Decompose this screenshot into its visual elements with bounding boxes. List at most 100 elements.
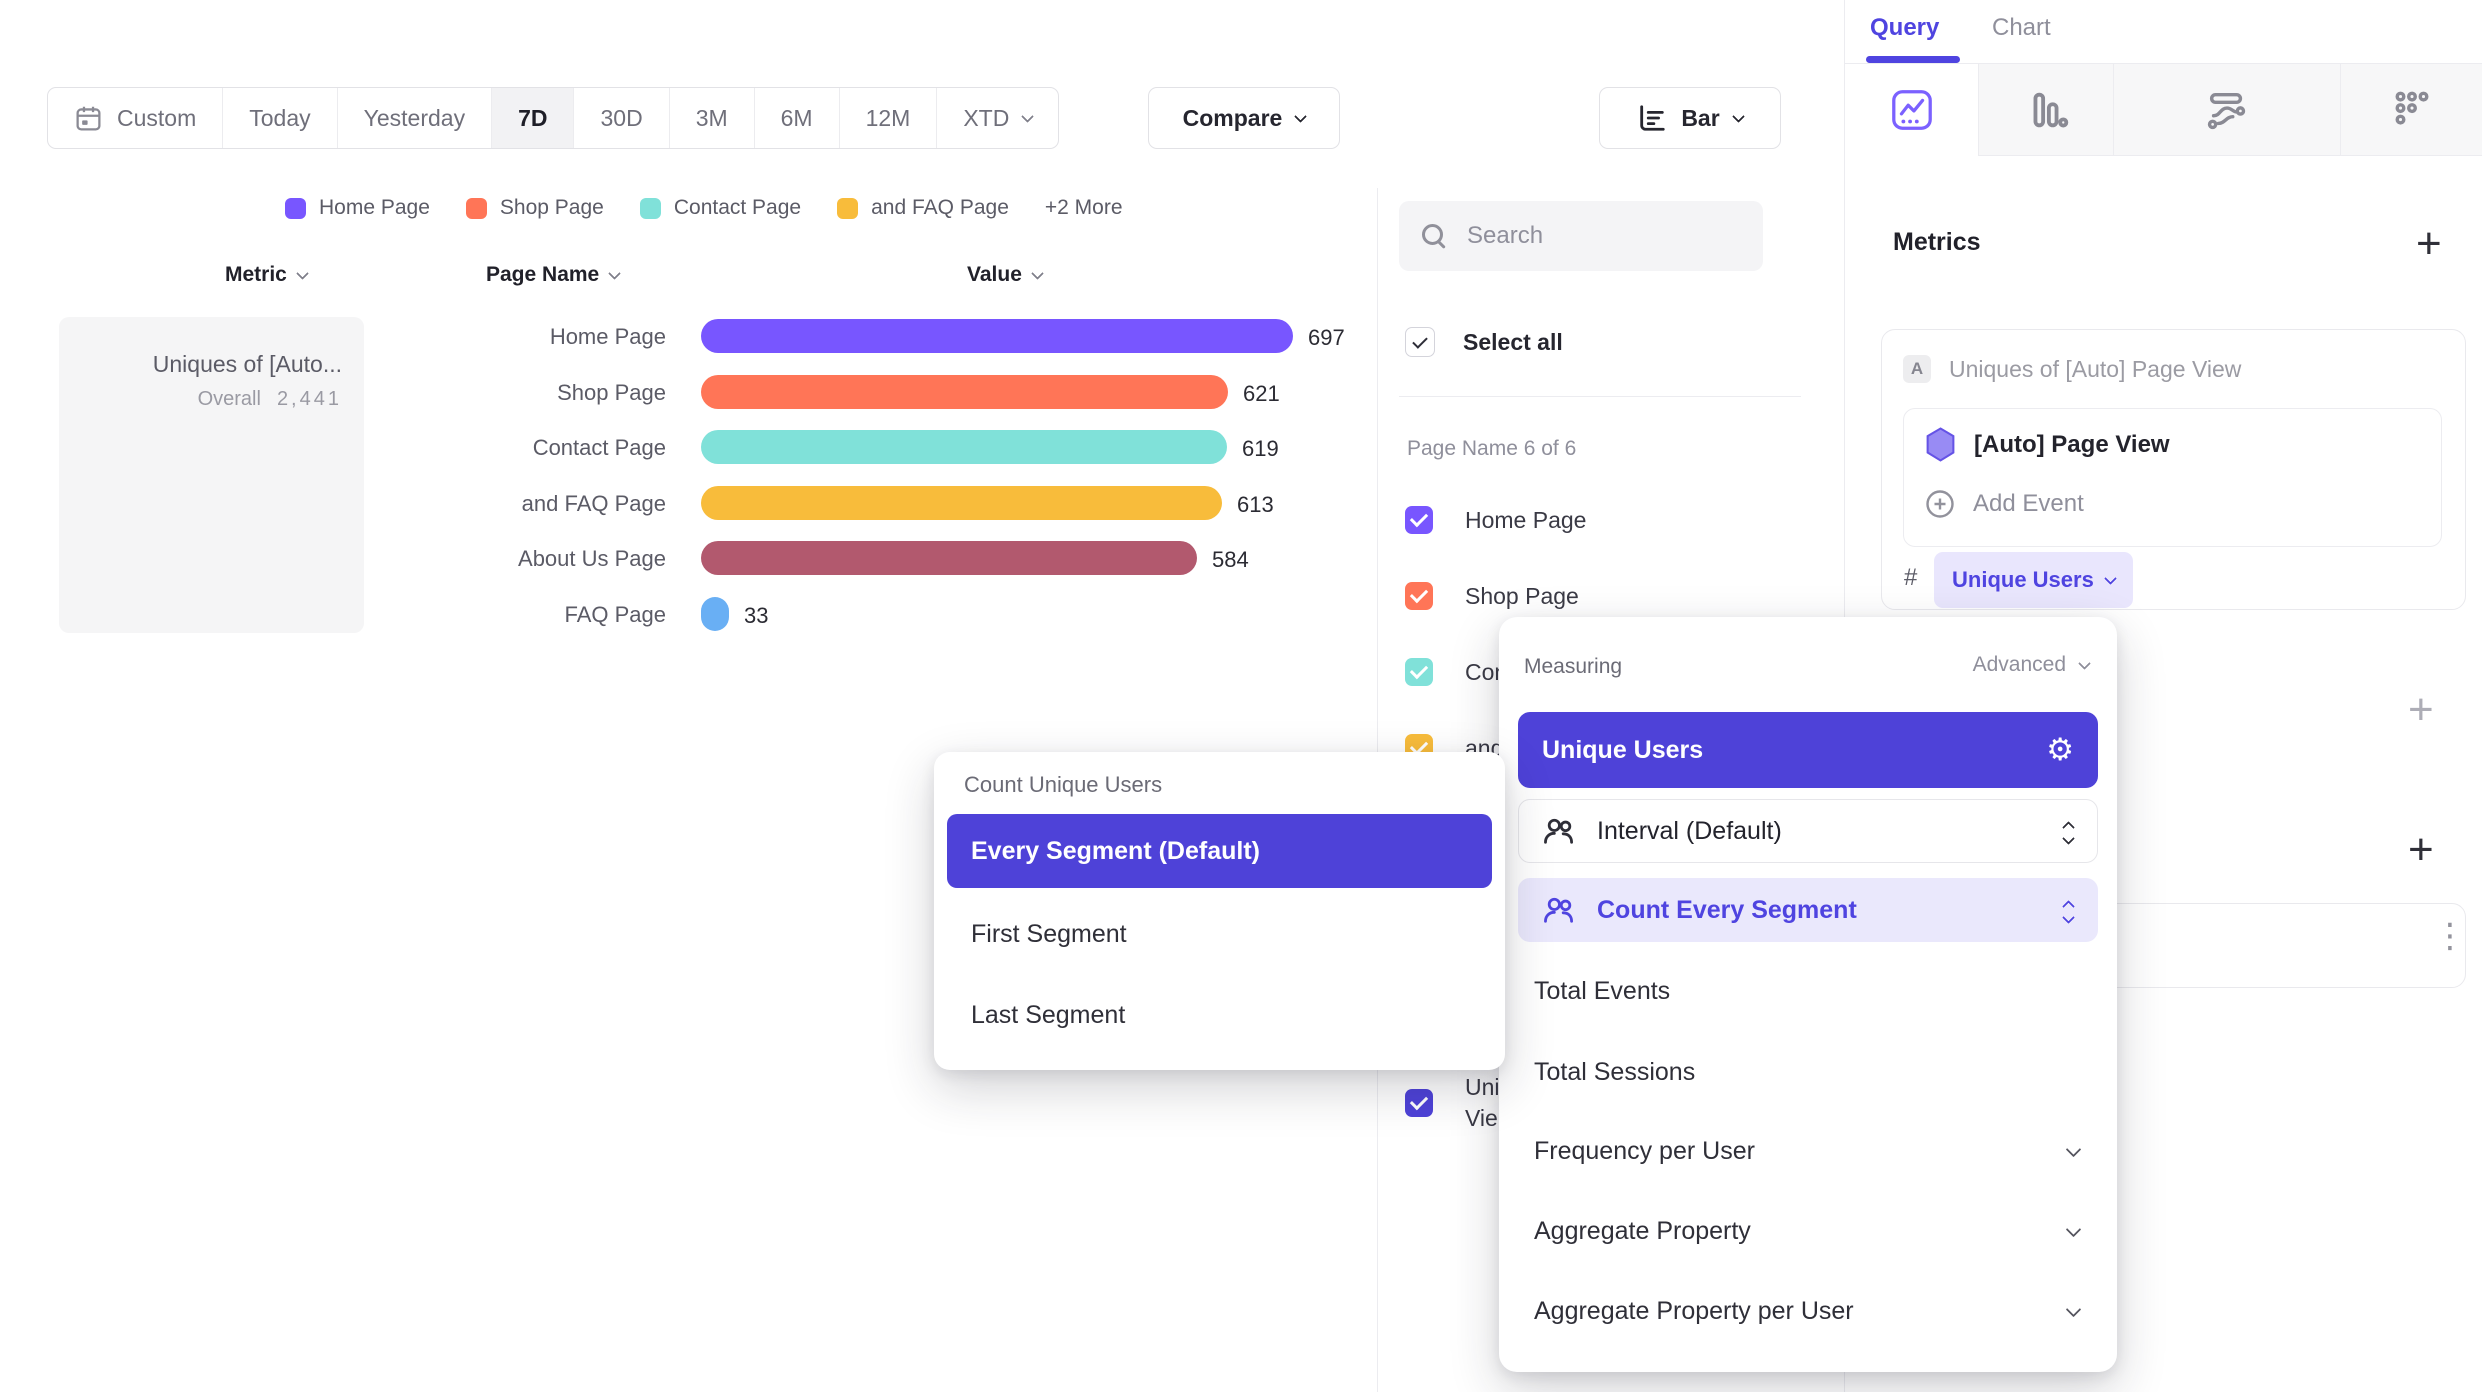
add-metric-button[interactable]: + <box>2416 219 2442 268</box>
chevron-down-icon <box>1021 109 1035 123</box>
metric-card-title: Uniques of [Auto] Page View <box>1949 355 2242 382</box>
measuring-option-interval[interactable]: Interval (Default) <box>1518 799 2098 863</box>
segment-label: Shop Page <box>1465 582 1579 609</box>
bar-value-label: 619 <box>1242 436 1279 461</box>
measuring-option-count-every-segment[interactable]: Count Every Segment <box>1518 878 2098 942</box>
date-range-7d[interactable]: 7D <box>491 88 574 148</box>
tab-chart[interactable]: Chart <box>1992 14 2051 41</box>
option-label: Every Segment (Default) <box>971 836 1260 865</box>
date-range-label: Yesterday <box>363 104 466 131</box>
chevron-down-icon <box>2065 1221 2082 1238</box>
segment-row-partial[interactable]: Uni Vie <box>1405 1072 1500 1134</box>
option-label: Interval (Default) <box>1597 816 1782 845</box>
bar-value-label: 613 <box>1237 492 1274 517</box>
segment-option-last-segment[interactable]: Last Segment <box>971 1001 1126 1029</box>
legend-more[interactable]: +2 More <box>1044 196 1123 219</box>
legend-item[interactable]: Contact Page <box>639 196 801 220</box>
report-tab-retention[interactable] <box>2340 64 2482 156</box>
bar[interactable] <box>701 541 1197 575</box>
users-icon <box>1544 818 1574 844</box>
menu-item-label: Aggregate Property <box>1534 1217 1751 1245</box>
segment-row-home-page[interactable]: Home Page <box>1405 506 1586 534</box>
stepper-icon[interactable] <box>2062 898 2075 924</box>
measuring-item-aggregate-property[interactable]: Aggregate Property <box>1534 1217 2082 1246</box>
legend-item[interactable]: and FAQ Page <box>837 196 1009 220</box>
report-tab-funnels[interactable] <box>1978 64 2113 156</box>
add-event-row[interactable]: Add Event <box>1925 489 2084 519</box>
advanced-dropdown[interactable]: Advanced <box>1972 653 2091 677</box>
add-breakdown-button[interactable]: + <box>2408 825 2434 874</box>
chevron-down-icon <box>2065 1141 2082 1158</box>
funnels-icon <box>2033 92 2069 127</box>
column-header-value[interactable]: Value <box>967 263 1044 287</box>
segment-checkbox[interactable] <box>1405 582 1433 610</box>
metric-overall: Overall 2,441 <box>69 388 342 411</box>
segment-popup-title: Count Unique Users <box>964 772 1163 797</box>
event-hexagon-icon <box>1926 427 1955 462</box>
measuring-item-total-sessions[interactable]: Total Sessions <box>1534 1058 1696 1086</box>
segment-search[interactable] <box>1399 201 1763 271</box>
measuring-option-unique-users[interactable]: Unique Users ⚙ <box>1518 712 2098 788</box>
segment-label: Home Page <box>1465 506 1587 533</box>
legend-label: and FAQ Page <box>871 196 1009 219</box>
chart-type-button[interactable]: Bar <box>1599 87 1781 149</box>
chevron-down-icon <box>1294 109 1308 123</box>
advanced-label: Advanced <box>1972 653 2066 676</box>
date-range-6m[interactable]: 6M <box>753 88 839 148</box>
column-header-page-name[interactable]: Page Name <box>486 263 622 287</box>
compare-label: Compare <box>1182 104 1283 131</box>
add-filter-button[interactable]: + <box>2408 685 2434 734</box>
report-tab-flows[interactable] <box>2113 64 2340 156</box>
bar[interactable] <box>701 319 1293 353</box>
bar-category-label: Contact Page <box>532 435 666 460</box>
bar[interactable] <box>701 597 729 631</box>
check-icon <box>1409 584 1429 604</box>
legend-item[interactable]: Shop Page <box>465 196 604 220</box>
stepper-icon[interactable] <box>2062 819 2075 845</box>
measuring-popup: Measuring Advanced Unique Users ⚙ Interv… <box>1499 617 2117 1372</box>
bar[interactable] <box>701 430 1227 464</box>
option-label: Unique Users <box>1542 735 1704 764</box>
segment-option-first-segment[interactable]: First Segment <box>971 920 1127 948</box>
date-range-today[interactable]: Today <box>222 88 336 148</box>
tab-query[interactable]: Query <box>1870 14 1940 41</box>
date-range-12m[interactable]: 12M <box>838 88 937 148</box>
report-tab-insights[interactable] <box>1845 64 1978 156</box>
segment-checkbox[interactable] <box>1405 506 1433 534</box>
column-header-metric[interactable]: Metric <box>225 263 309 287</box>
bar-value-label: 697 <box>1308 325 1345 350</box>
date-range-custom[interactable]: Custom <box>48 88 222 148</box>
segment-option-every-segment[interactable]: Every Segment (Default) <box>947 814 1492 888</box>
measuring-item-frequency-per-user[interactable]: Frequency per User <box>1534 1137 2082 1166</box>
date-range-label: Custom <box>117 104 197 131</box>
metric-cell[interactable]: Uniques of [Auto... Overall 2,441 <box>59 317 364 633</box>
chevron-down-icon <box>1731 109 1745 123</box>
retention-icon <box>2395 91 2428 125</box>
compare-button[interactable]: Compare <box>1148 87 1340 149</box>
add-event-icon <box>1926 490 1954 518</box>
segment-checkbox[interactable] <box>1405 1089 1433 1117</box>
count-type-dropdown[interactable]: Unique Users <box>1934 552 2133 608</box>
check-icon <box>1409 508 1429 528</box>
gear-icon[interactable]: ⚙ <box>2046 731 2074 768</box>
insights-icon <box>1891 90 1932 130</box>
bar[interactable] <box>701 375 1228 409</box>
measuring-item-total-events[interactable]: Total Events <box>1534 977 1671 1005</box>
bar[interactable] <box>701 486 1222 520</box>
measuring-item-aggregate-property-per-user[interactable]: Aggregate Property per User <box>1534 1297 2082 1326</box>
segment-checkbox[interactable] <box>1405 658 1433 686</box>
legend-item[interactable]: Home Page <box>285 196 430 220</box>
date-range-yesterday[interactable]: Yesterday <box>336 88 491 148</box>
segment-row-shop-page[interactable]: Shop Page <box>1405 582 1579 610</box>
event-row[interactable]: [Auto] Page View <box>1925 427 2170 462</box>
event-name: [Auto] Page View <box>1974 430 2170 458</box>
count-type-label: Unique Users <box>1952 567 2094 592</box>
select-all-checkbox[interactable] <box>1405 327 1435 357</box>
date-range-3m[interactable]: 3M <box>668 88 754 148</box>
select-all-row[interactable]: Select all <box>1405 327 1563 357</box>
bar-category-label: FAQ Page <box>564 602 666 627</box>
date-range-xtd[interactable]: XTD <box>936 88 1058 148</box>
search-input[interactable] <box>1465 221 1719 251</box>
kebab-menu-icon[interactable]: ⋮ <box>2433 916 2467 956</box>
date-range-30d[interactable]: 30D <box>573 88 668 148</box>
